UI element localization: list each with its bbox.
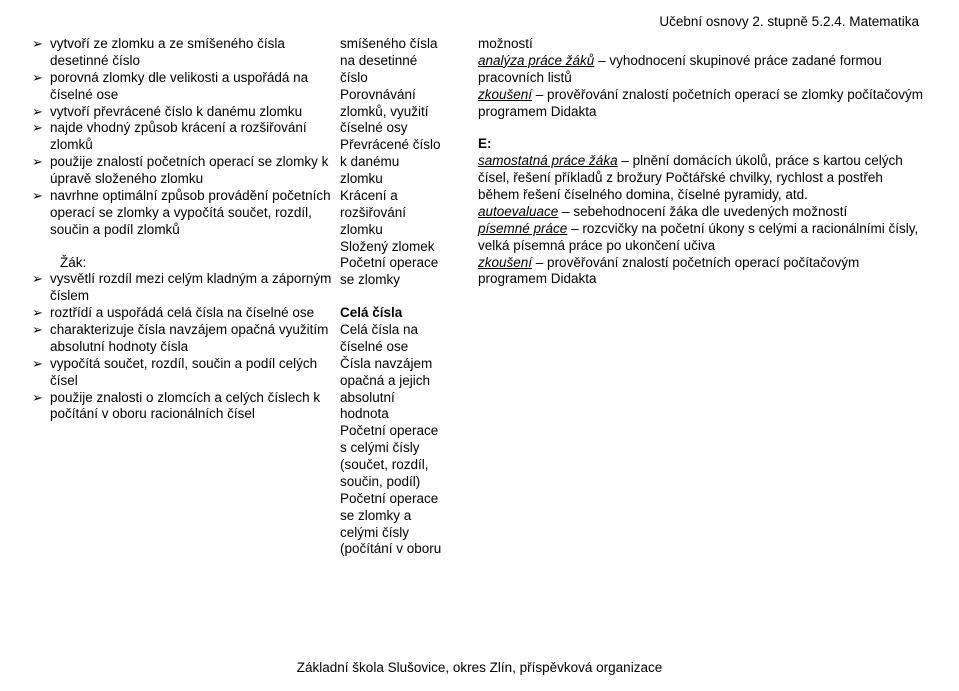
text-paragraph: písemné práce – rozcvičky na početní úko…: [478, 221, 927, 255]
cela-cisla-title: Celá čísla: [340, 305, 470, 322]
text-line: číslo: [340, 70, 470, 87]
text-line: Čísla navzájem: [340, 356, 470, 373]
term: zkoušení: [478, 255, 532, 270]
text-line: číselné ose: [340, 339, 470, 356]
text-line: číselné osy: [340, 120, 470, 137]
term: samostatná práce žáka: [478, 153, 618, 168]
block2-right: E: samostatná práce žáka – plnění domácí…: [478, 136, 927, 288]
text-paragraph: samostatná práce žáka – plnění domácích …: [478, 153, 927, 204]
block2-middle: Celá čísla Celá čísla na číselné ose Čís…: [340, 305, 470, 558]
list-item: roztřídí a uspořádá celá čísla na číseln…: [32, 305, 332, 322]
text-line: k danému: [340, 154, 470, 171]
text-paragraph: zkoušení – prověřování znalostí početníc…: [478, 255, 927, 289]
text-line: zlomků, využití: [340, 104, 470, 121]
text-line: Početní operace: [340, 491, 470, 508]
text-line: se zlomky: [340, 272, 470, 289]
text-line: opačná a jejich: [340, 373, 470, 390]
text-line: zlomku: [340, 171, 470, 188]
text-line: součin, podíl): [340, 474, 470, 491]
content-columns: vytvoří ze zlomku a ze smíšeného čísla d…: [32, 36, 927, 558]
column-left: vytvoří ze zlomku a ze smíšeného čísla d…: [32, 36, 340, 558]
block2-left: Žák: vysvětlí rozdíl mezi celým kladným …: [32, 255, 332, 424]
text: – prověřování znalostí početních operací…: [478, 255, 859, 287]
text-line: rozšiřování: [340, 205, 470, 222]
text-line: Krácení a: [340, 188, 470, 205]
term: autoevaluace: [478, 204, 558, 219]
text-line: Složený zlomek: [340, 239, 470, 256]
list-item: použije znalostí početních operací se zl…: [32, 154, 332, 188]
footer: Základní škola Slušovice, okres Zlín, př…: [0, 660, 959, 677]
text-line: Početní operace: [340, 423, 470, 440]
text-line: na desetinné: [340, 53, 470, 70]
term: zkoušení: [478, 87, 532, 102]
zak-label: Žák:: [32, 255, 332, 272]
bullet-list-2: vysvětlí rozdíl mezi celým kladným a záp…: [32, 271, 332, 423]
list-item: najde vhodný způsob krácení a rozšiřován…: [32, 120, 332, 154]
text-line: Celá čísla na: [340, 322, 470, 339]
list-item: porovná zlomky dle velikosti a uspořádá …: [32, 70, 332, 104]
text-line: hodnota: [340, 406, 470, 423]
e-label: E:: [478, 136, 927, 153]
text-paragraph: autoevaluace – sebehodnocení žáka dle uv…: [478, 204, 927, 221]
list-item: vytvoří ze zlomku a ze smíšeného čísla d…: [32, 36, 332, 70]
text-line: možností: [478, 36, 927, 53]
list-item: použije znalosti o zlomcích a celých čís…: [32, 390, 332, 424]
text-line: celými čísly: [340, 525, 470, 542]
list-item: vypočítá součet, rozdíl, součin a podíl …: [32, 356, 332, 390]
term: analýza práce žáků: [478, 53, 594, 68]
page: Učební osnovy 2. stupně 5.2.4. Matematik…: [0, 0, 959, 691]
column-middle: smíšeného čísla na desetinné číslo Porov…: [340, 36, 478, 558]
bullet-list-1: vytvoří ze zlomku a ze smíšeného čísla d…: [32, 36, 332, 239]
text-paragraph: zkoušení – prověřování znalostí početníc…: [478, 87, 927, 121]
text-line: zlomku: [340, 222, 470, 239]
text-line: Převrácené číslo: [340, 137, 470, 154]
text-line: absolutní: [340, 390, 470, 407]
text-line: se zlomky a: [340, 508, 470, 525]
text-line: Početní operace: [340, 255, 470, 272]
text-line: s celými čísly: [340, 440, 470, 457]
text: – prověřování znalostí početních operací…: [478, 87, 923, 119]
column-right: možností analýza práce žáků – vyhodnocen…: [478, 36, 927, 558]
term: písemné práce: [478, 221, 567, 236]
list-item: vytvoří převrácené číslo k danému zlomku: [32, 104, 332, 121]
text-line: (počítání v oboru: [340, 541, 470, 558]
text-line: smíšeného čísla: [340, 36, 470, 53]
list-item: vysvětlí rozdíl mezi celým kladným a záp…: [32, 271, 332, 305]
text: – sebehodnocení žáka dle uvedených možno…: [558, 204, 847, 219]
list-item: navrhne optimální způsob provádění počet…: [32, 188, 332, 239]
text-line: Porovnávání: [340, 87, 470, 104]
text-line: (součet, rozdíl,: [340, 457, 470, 474]
text-paragraph: analýza práce žáků – vyhodnocení skupino…: [478, 53, 927, 87]
list-item: charakterizuje čísla navzájem opačná vyu…: [32, 322, 332, 356]
header-right: Učební osnovy 2. stupně 5.2.4. Matematik…: [659, 14, 919, 31]
